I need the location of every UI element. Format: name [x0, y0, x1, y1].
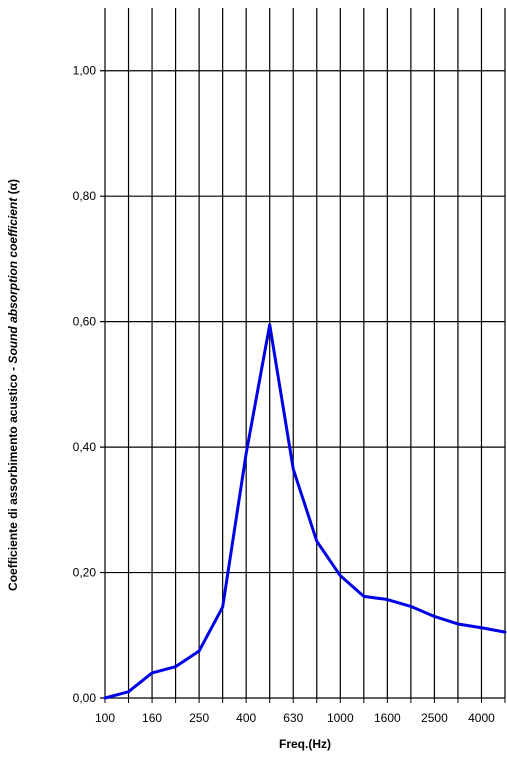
- series-layer: [103, 323, 507, 700]
- x-tick-label: 100: [95, 711, 115, 725]
- y-tick-label: 0,60: [73, 315, 97, 329]
- x-tick-label: 1600: [374, 711, 401, 725]
- y-tick-label: 0,80: [73, 189, 97, 203]
- y-axis-title-symbol: (α): [6, 179, 20, 198]
- y-tick-label: 0,20: [73, 566, 97, 580]
- x-tick-label: 2500: [421, 711, 448, 725]
- y-tick-labels: 0,00 0,20 0,40 0,60 0,80 1,00: [73, 64, 97, 705]
- x-tick-label: 1000: [327, 711, 354, 725]
- y-axis-title: Coefficiente di assorbimento acustico - …: [6, 179, 20, 591]
- y-tick-label: 0,00: [73, 691, 97, 705]
- x-axis-title: Freq.(Hz): [279, 737, 331, 751]
- y-tick-label: 1,00: [73, 64, 97, 78]
- x-tick-label: 4000: [468, 711, 495, 725]
- x-tick-labels: 100 160 250 400 630 1000 1600 2500 4000: [95, 711, 495, 725]
- y-axis-title-main: Coefficiente di assorbimento acustico -: [6, 364, 20, 591]
- series-line: [103, 323, 507, 700]
- y-tick-label: 0,40: [73, 440, 97, 454]
- x-tick-label: 400: [236, 711, 256, 725]
- x-tick-label: 250: [189, 711, 209, 725]
- grid: [100, 8, 506, 703]
- y-axis-title-italic: Sound absorption coefficient: [6, 197, 20, 364]
- x-tick-label: 630: [283, 711, 303, 725]
- x-tick-label: 160: [142, 711, 162, 725]
